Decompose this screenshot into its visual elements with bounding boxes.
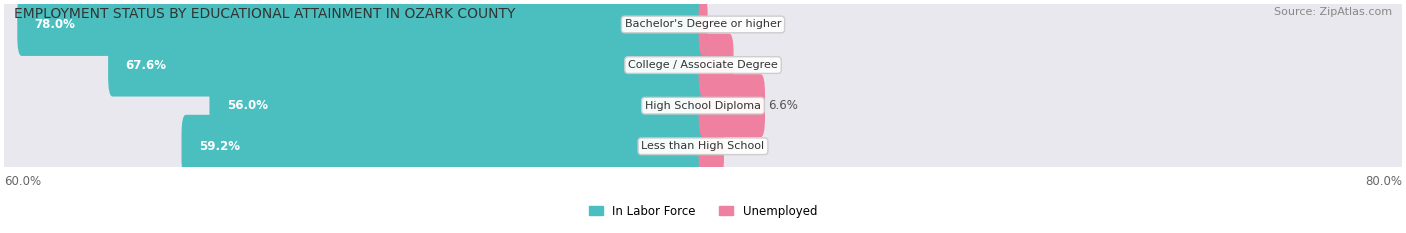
FancyBboxPatch shape <box>0 115 707 178</box>
Text: 6.6%: 6.6% <box>768 99 797 112</box>
FancyBboxPatch shape <box>699 0 1406 56</box>
FancyBboxPatch shape <box>0 34 707 96</box>
Text: 67.6%: 67.6% <box>125 58 166 72</box>
Text: College / Associate Degree: College / Associate Degree <box>628 60 778 70</box>
FancyBboxPatch shape <box>4 4 1402 45</box>
Text: 3.0%: 3.0% <box>737 58 766 72</box>
FancyBboxPatch shape <box>4 45 1402 85</box>
FancyBboxPatch shape <box>0 74 707 137</box>
FancyBboxPatch shape <box>181 115 707 178</box>
Text: 78.0%: 78.0% <box>35 18 76 31</box>
FancyBboxPatch shape <box>699 115 724 178</box>
FancyBboxPatch shape <box>0 0 707 56</box>
Text: 60.0%: 60.0% <box>4 175 41 188</box>
FancyBboxPatch shape <box>4 85 1402 126</box>
FancyBboxPatch shape <box>108 34 707 96</box>
Text: Bachelor's Degree or higher: Bachelor's Degree or higher <box>624 20 782 29</box>
Text: 59.2%: 59.2% <box>200 140 240 153</box>
FancyBboxPatch shape <box>699 34 734 96</box>
FancyBboxPatch shape <box>699 74 1406 137</box>
FancyBboxPatch shape <box>17 0 707 56</box>
Text: EMPLOYMENT STATUS BY EDUCATIONAL ATTAINMENT IN OZARK COUNTY: EMPLOYMENT STATUS BY EDUCATIONAL ATTAINM… <box>14 7 516 21</box>
Text: 1.9%: 1.9% <box>727 140 756 153</box>
Legend: In Labor Force, Unemployed: In Labor Force, Unemployed <box>583 200 823 222</box>
Text: Less than High School: Less than High School <box>641 141 765 151</box>
Text: 0.0%: 0.0% <box>710 18 740 31</box>
FancyBboxPatch shape <box>699 0 707 56</box>
FancyBboxPatch shape <box>209 74 707 137</box>
Text: 56.0%: 56.0% <box>226 99 269 112</box>
FancyBboxPatch shape <box>4 126 1402 167</box>
Text: Source: ZipAtlas.com: Source: ZipAtlas.com <box>1274 7 1392 17</box>
FancyBboxPatch shape <box>699 34 1406 96</box>
FancyBboxPatch shape <box>699 74 765 137</box>
Text: 80.0%: 80.0% <box>1365 175 1402 188</box>
Text: High School Diploma: High School Diploma <box>645 101 761 111</box>
FancyBboxPatch shape <box>699 115 1406 178</box>
